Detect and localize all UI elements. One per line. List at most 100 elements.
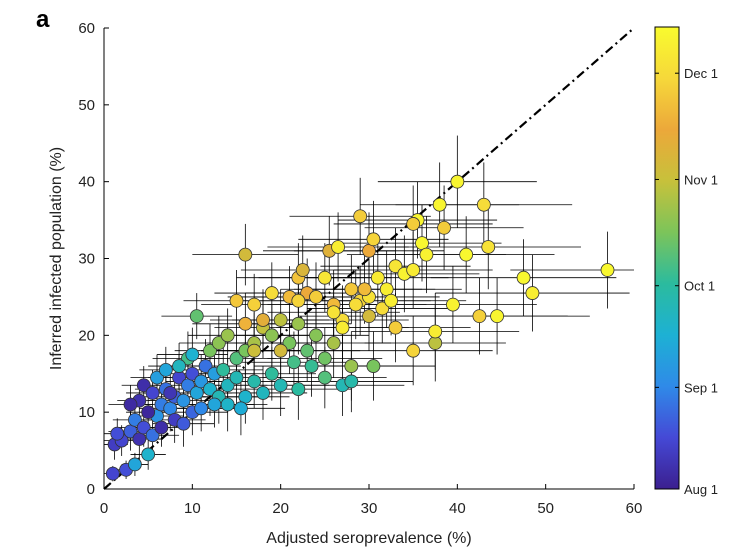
y-tick-label: 0 [87,481,95,498]
data-point [158,363,173,377]
data-point [238,389,253,404]
data-point [172,359,186,373]
colorbar-gradient [654,26,680,490]
colorbar-tick-label: Nov 1 [684,172,718,187]
data-point [216,363,231,377]
data-point [136,420,151,435]
data-point [525,286,540,300]
data-point [136,378,151,393]
data-point [353,209,368,224]
data-point [344,359,359,373]
data-point [234,401,248,416]
data-point [141,405,156,420]
data-point [406,343,421,358]
x-tick-label: 30 [361,500,378,517]
data-point [273,378,288,393]
data-point [459,247,474,262]
data-point [600,263,615,277]
x-tick-label: 60 [626,500,643,517]
data-point [450,174,465,189]
data-point [282,336,297,350]
data-point [291,316,306,331]
data-point [300,343,315,358]
data-point [229,351,244,366]
data-point [291,382,306,397]
data-point [388,259,403,274]
x-tick-label: 50 [537,500,554,517]
data-point [203,343,217,358]
data-point [229,293,244,308]
data-point [344,374,359,389]
data-point [189,386,204,400]
data-point [287,355,301,370]
data-point [344,282,359,297]
data-point [150,370,164,385]
data-point [238,316,253,331]
data-point [384,293,398,308]
data-point [348,297,363,312]
data-point [128,412,142,427]
data-point [428,324,443,339]
data-point [309,328,323,343]
data-point [105,466,120,481]
data-point [238,247,253,262]
data-point [326,336,341,350]
data-point [357,282,372,297]
data-point [141,447,156,462]
data-point [163,386,178,400]
colorbar-tick-label: Oct 1 [684,279,715,294]
data-point [366,232,381,247]
data-point [198,359,213,373]
colorbar: Aug 1 Sep 1 Oct 1 Nov 1 Dec 1 [654,26,718,497]
panel-label: a [36,6,50,33]
y-axis-label: Inferred infected population (%) [48,147,65,370]
data-point [211,336,226,350]
data-point [176,416,191,431]
data-point [220,378,235,393]
data-point [264,286,279,300]
data-point [247,297,262,312]
data-point [163,401,178,416]
colorbar-tick-label: Aug 1 [684,482,718,497]
data-point [331,240,345,254]
data-point [264,328,279,343]
x-tick-label: 0 [100,500,108,517]
y-tick-label: 50 [78,97,95,114]
data-point [220,397,235,412]
data-point [476,197,491,212]
colorbar-tick-label: Dec 1 [684,66,718,81]
data-point [437,220,451,235]
data-point [419,247,434,262]
data-point [326,305,341,320]
data-point [309,290,323,304]
x-tick-label: 10 [184,500,201,517]
colorbar-tick-label: Sep 1 [684,380,718,395]
data-point [481,240,496,254]
data-point [516,270,531,285]
data-point [194,401,209,416]
data-point [264,366,279,381]
y-tick-label: 10 [78,404,95,421]
y-tick-label: 30 [78,251,95,268]
data-point [406,217,421,231]
data-point [229,370,244,385]
data-point [247,374,262,389]
data-point [370,270,385,285]
data-points [105,174,615,481]
y-tick-label: 60 [78,20,95,37]
data-point [185,366,200,381]
x-tick-label: 20 [272,500,289,517]
data-point [428,336,443,350]
data-point [406,263,421,277]
data-point [176,393,191,408]
data-point [256,313,270,327]
data-point [110,426,125,441]
data-point [472,309,487,324]
data-point [207,397,222,412]
data-point [446,297,460,312]
data-point [247,343,262,358]
data-point [375,301,390,316]
data-point [295,263,310,277]
data-point [145,428,160,443]
